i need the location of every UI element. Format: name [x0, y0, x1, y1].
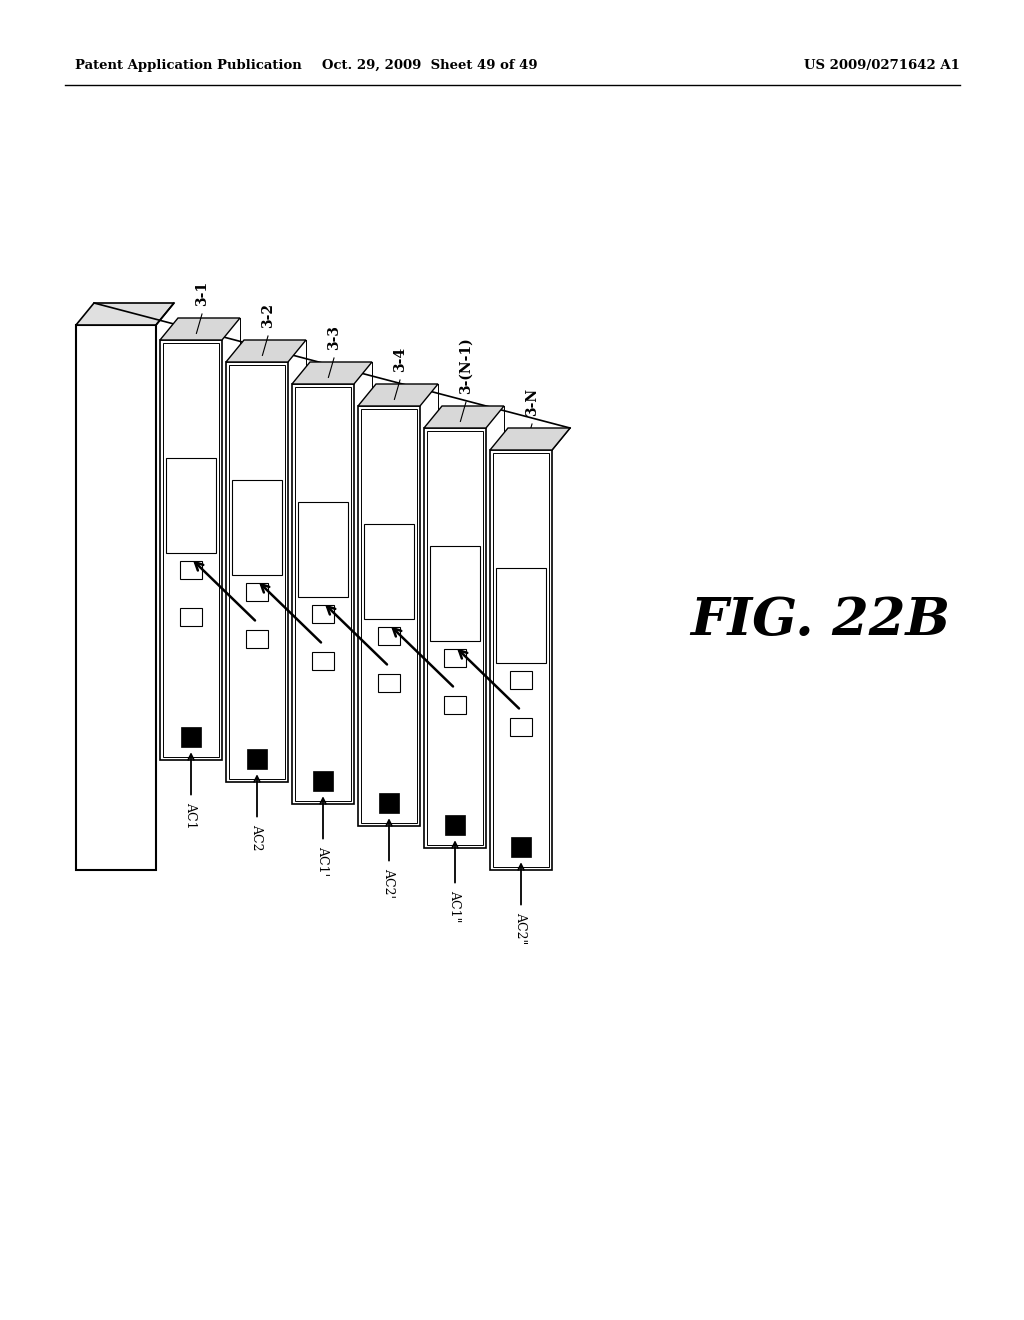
- Bar: [232, 479, 282, 574]
- Bar: [378, 627, 400, 645]
- Bar: [444, 649, 466, 668]
- Polygon shape: [226, 341, 306, 362]
- Bar: [430, 545, 480, 640]
- Polygon shape: [358, 407, 420, 826]
- Bar: [180, 561, 202, 579]
- Polygon shape: [226, 362, 288, 781]
- Bar: [313, 771, 333, 792]
- Bar: [496, 568, 546, 663]
- Bar: [166, 458, 216, 553]
- Text: 3-3: 3-3: [327, 325, 341, 350]
- Bar: [180, 607, 202, 626]
- Text: AC2": AC2": [514, 912, 527, 945]
- Polygon shape: [490, 450, 552, 870]
- Text: AC2: AC2: [251, 825, 263, 851]
- Text: FIG. 22B: FIG. 22B: [690, 594, 950, 645]
- Text: Patent Application Publication: Patent Application Publication: [75, 58, 302, 71]
- Bar: [510, 672, 532, 689]
- Polygon shape: [292, 362, 372, 384]
- Bar: [246, 630, 268, 648]
- Bar: [511, 837, 531, 858]
- Bar: [364, 524, 414, 619]
- Polygon shape: [424, 407, 504, 428]
- Polygon shape: [76, 304, 174, 325]
- Text: 3-(N-1): 3-(N-1): [459, 337, 473, 393]
- Bar: [510, 718, 532, 735]
- Text: AC2': AC2': [383, 869, 395, 899]
- Bar: [181, 727, 201, 747]
- Polygon shape: [76, 325, 156, 870]
- Bar: [298, 502, 348, 597]
- Bar: [445, 816, 465, 836]
- Text: 3-4: 3-4: [393, 347, 407, 372]
- Text: AC1': AC1': [316, 846, 330, 876]
- Text: 3-1: 3-1: [195, 281, 209, 306]
- Text: Oct. 29, 2009  Sheet 49 of 49: Oct. 29, 2009 Sheet 49 of 49: [323, 58, 538, 71]
- Text: 3-N: 3-N: [525, 388, 539, 416]
- Bar: [247, 750, 267, 770]
- Polygon shape: [358, 384, 438, 407]
- Polygon shape: [160, 341, 222, 760]
- Polygon shape: [160, 318, 240, 341]
- Polygon shape: [490, 428, 570, 450]
- Bar: [444, 696, 466, 714]
- Bar: [379, 793, 399, 813]
- Text: 3-2: 3-2: [261, 304, 275, 327]
- Polygon shape: [424, 428, 486, 847]
- Bar: [246, 583, 268, 602]
- Bar: [378, 673, 400, 692]
- Text: AC1": AC1": [449, 891, 462, 923]
- Text: US 2009/0271642 A1: US 2009/0271642 A1: [804, 58, 961, 71]
- Bar: [312, 606, 334, 623]
- Text: AC1: AC1: [184, 803, 198, 829]
- Polygon shape: [292, 384, 354, 804]
- Bar: [312, 652, 334, 669]
